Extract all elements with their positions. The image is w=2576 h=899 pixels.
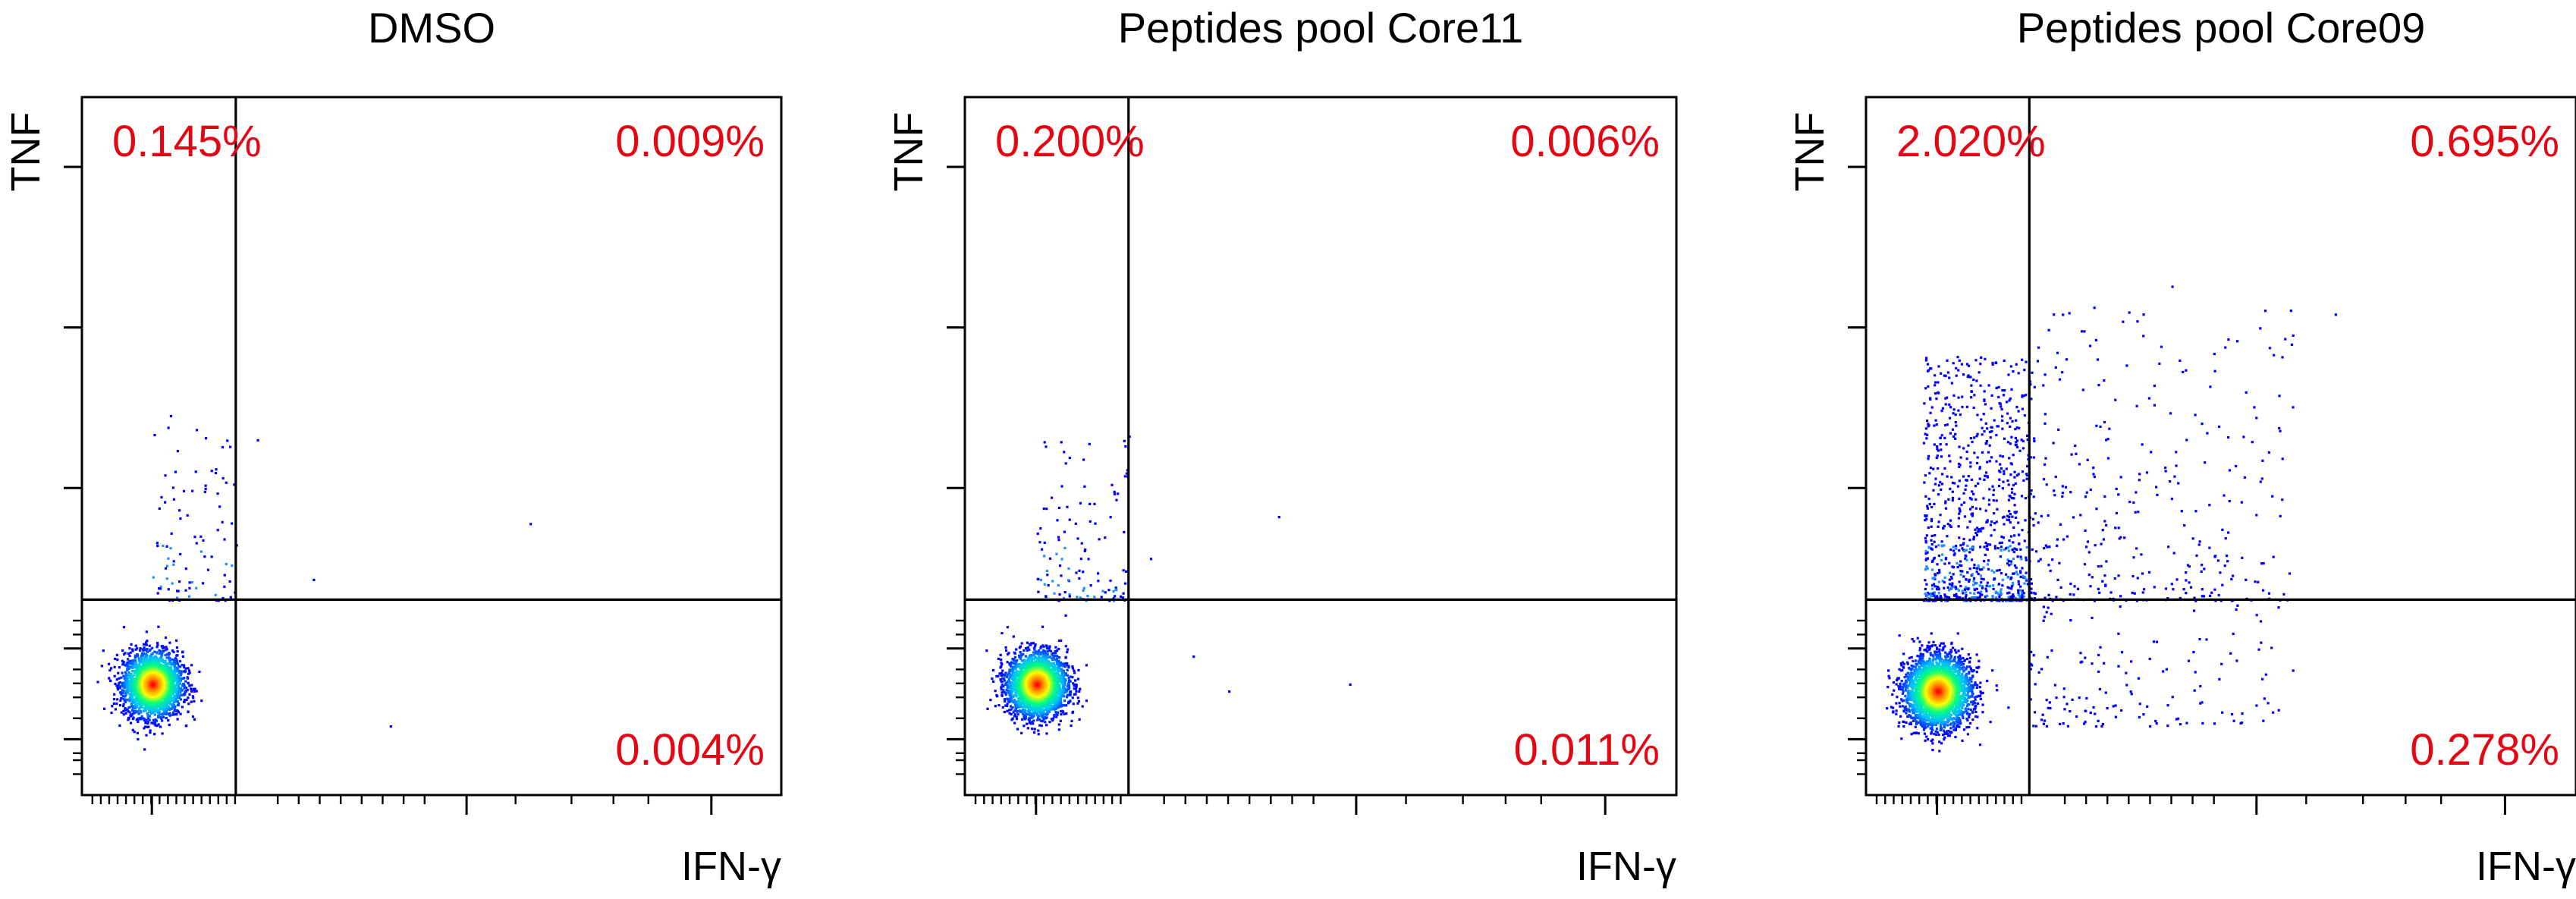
event-dots bbox=[96, 414, 532, 751]
event-dots bbox=[985, 435, 1352, 736]
y-axis-label: TNF bbox=[1787, 112, 1833, 192]
y-axis-label: TNF bbox=[886, 112, 931, 192]
x-axis-label: IFN-γ bbox=[2476, 844, 2576, 889]
plot-frame bbox=[80, 96, 783, 797]
quadrant-percent-upper-left: 0.145% bbox=[112, 117, 262, 166]
axis-ticks bbox=[947, 165, 1607, 815]
quadrant-percent-lower-right: 0.011% bbox=[1514, 725, 1660, 775]
flow-panel-3: Peptides pool Core09 TNF IFN-γ 2.020% 0.695%… bbox=[1787, 4, 2576, 889]
event-dots bbox=[1886, 285, 2337, 753]
y-axis-label: TNF bbox=[3, 112, 49, 192]
plot-frame bbox=[963, 96, 1678, 797]
plot-frame bbox=[1864, 96, 2576, 797]
quadrant-percent-lower-right: 0.004% bbox=[615, 725, 765, 775]
flow-panel-1: DMSO TNF IFN-γ 0.145% 0.009% 0.004% bbox=[3, 4, 783, 889]
quadrant-percent-lower-right: 0.278% bbox=[2410, 725, 2559, 775]
x-axis-label: IFN-γ bbox=[1576, 844, 1676, 889]
quadrant-percent-upper-left: 2.020% bbox=[1896, 117, 2046, 166]
panel-title: Peptides pool Core09 bbox=[2017, 4, 2426, 52]
axis-ticks bbox=[1848, 165, 2506, 815]
x-axis-label: IFN-γ bbox=[681, 844, 781, 889]
quadrant-percent-upper-right: 0.009% bbox=[615, 117, 765, 166]
quadrant-percent-upper-right: 0.006% bbox=[1510, 117, 1660, 166]
quadrant-percent-upper-left: 0.200% bbox=[995, 117, 1145, 166]
flow-panel-2: Peptides pool Core11 TNF IFN-γ 0.200% 0.006%… bbox=[886, 4, 1678, 889]
axis-ticks bbox=[64, 165, 713, 815]
panel-title: DMSO bbox=[368, 4, 495, 52]
panel-title: Peptides pool Core11 bbox=[1118, 4, 1523, 52]
quadrant-percent-upper-right: 0.695% bbox=[2410, 117, 2559, 166]
